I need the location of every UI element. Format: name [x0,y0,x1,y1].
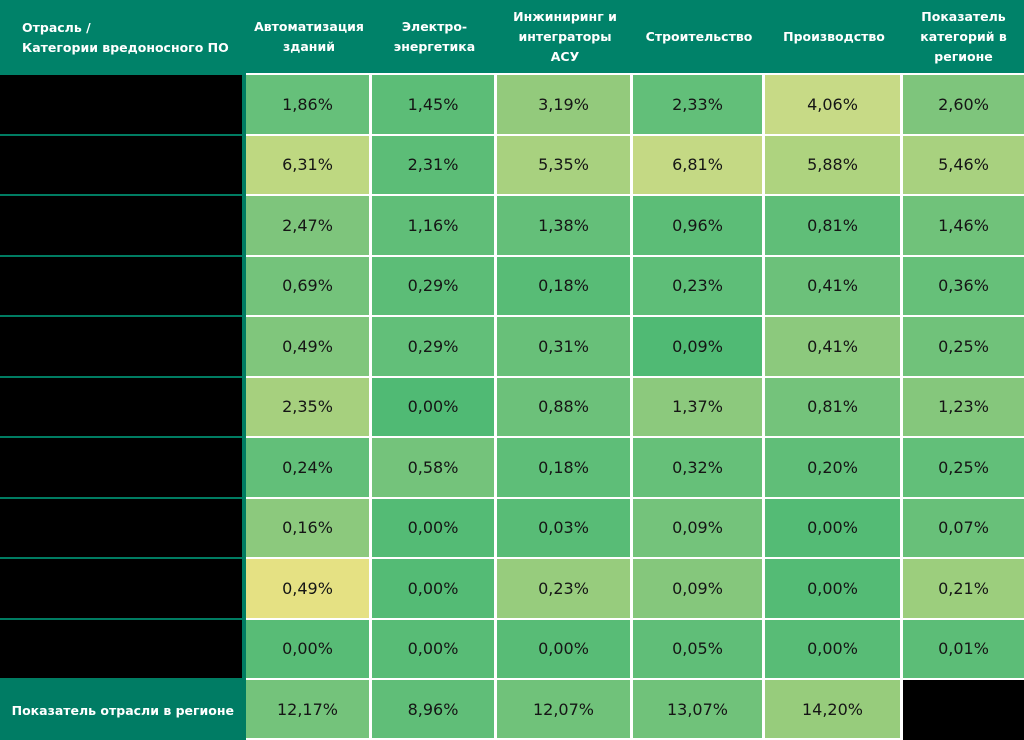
heatmap-cell: 0,32% [633,438,765,499]
row-label-redacted [0,135,246,196]
heatmap-cell: 0,18% [497,256,633,317]
header-corner-line2: Категории вредоносного ПО [22,39,229,55]
heatmap-cell: 0,24% [246,438,372,499]
heatmap-cell: 1,46% [903,196,1024,257]
heatmap-cell: 0,18% [497,438,633,499]
heatmap-cell: 0,23% [497,559,633,620]
heatmap-cell: 0,23% [633,256,765,317]
row-label-redacted [0,317,246,378]
heatmap-cell: 0,00% [765,498,903,559]
header-col-region-category-indicator: Показатель категорий в регионе [903,0,1024,75]
heatmap-cell: 0,00% [372,619,497,680]
header-corner-cell: Отрасль / Категории вредоносного ПО [0,0,246,75]
heatmap-cell: 0,49% [246,317,372,378]
heatmap-cell: 0,31% [497,317,633,378]
heatmap-cell: 0,00% [765,559,903,620]
heatmap-cell: 0,49% [246,559,372,620]
footer-heatmap-cell: 8,96% [372,680,497,740]
heatmap-cell: 0,88% [497,377,633,438]
heatmap-cell: 6,81% [633,135,765,196]
heatmap-cell: 0,00% [372,498,497,559]
footer-heatmap-cell: 12,07% [497,680,633,740]
heatmap-cell: 0,41% [765,317,903,378]
heatmap-cell: 4,06% [765,75,903,136]
heatmap-cell: 0,29% [372,317,497,378]
heatmap-cell: 1,86% [246,75,372,136]
heatmap-cell: 0,00% [372,559,497,620]
heatmap-cell: 0,16% [246,498,372,559]
heatmap-cell: 2,60% [903,75,1024,136]
heatmap-cell: 5,35% [497,135,633,196]
row-label-redacted [0,256,246,317]
heatmap-cell: 0,20% [765,438,903,499]
heatmap-cell: 0,69% [246,256,372,317]
heatmap-cell: 0,00% [497,619,633,680]
row-label-redacted [0,438,246,499]
heatmap-cell: 0,81% [765,196,903,257]
heatmap-cell: 0,07% [903,498,1024,559]
heatmap-cell: 3,19% [497,75,633,136]
heatmap-cell: 0,09% [633,559,765,620]
row-label-redacted [0,75,246,136]
footer-heatmap-cell: 14,20% [765,680,903,740]
header-col-power-energy: Электро-энергетика [372,0,497,75]
heatmap-cell: 0,96% [633,196,765,257]
heatmap-cell: 2,35% [246,377,372,438]
footer-heatmap-cell: 12,17% [246,680,372,740]
heatmap-cell: 0,58% [372,438,497,499]
heatmap-cell: 0,03% [497,498,633,559]
row-label-redacted [0,196,246,257]
heatmap-cell: 0,36% [903,256,1024,317]
heatmap-cell: 0,01% [903,619,1024,680]
heatmap-cell: 0,21% [903,559,1024,620]
header-col-construction: Строительство [633,0,765,75]
heatmap-cell: 0,81% [765,377,903,438]
footer-heatmap-cell: 13,07% [633,680,765,740]
heatmap-cell: 1,38% [497,196,633,257]
heatmap-cell: 0,25% [903,317,1024,378]
heatmap-cell: 0,41% [765,256,903,317]
row-label-redacted [0,498,246,559]
heatmap-cell: 0,05% [633,619,765,680]
heatmap-cell: 2,31% [372,135,497,196]
row-label-redacted [0,559,246,620]
header-corner-line1: Отрасль / [22,19,91,35]
heatmap-cell: 5,46% [903,135,1024,196]
heatmap-cell: 0,00% [372,377,497,438]
heatmap-cell: 6,31% [246,135,372,196]
heatmap-cell: 2,47% [246,196,372,257]
footer-redacted-cell [903,680,1024,740]
heatmap-cell: 0,29% [372,256,497,317]
footer-row-label: Показатель отрасли в регионе [0,680,246,740]
heatmap-cell: 0,25% [903,438,1024,499]
heatmap-cell: 0,00% [246,619,372,680]
header-col-engineering-integrators: Инжиниринг и интеграторы АСУ [497,0,633,75]
heatmap-cell: 0,09% [633,317,765,378]
header-col-manufacturing: Производство [765,0,903,75]
heatmap-cell: 1,23% [903,377,1024,438]
heatmap-cell: 1,37% [633,377,765,438]
header-col-building-automation: Автоматизация зданий [246,0,372,75]
heatmap-cell: 0,00% [765,619,903,680]
heatmap-cell: 0,09% [633,498,765,559]
heatmap-cell: 1,45% [372,75,497,136]
heatmap-cell: 2,33% [633,75,765,136]
row-label-redacted [0,377,246,438]
heatmap-cell: 1,16% [372,196,497,257]
heatmap-cell: 5,88% [765,135,903,196]
row-label-redacted [0,619,246,680]
